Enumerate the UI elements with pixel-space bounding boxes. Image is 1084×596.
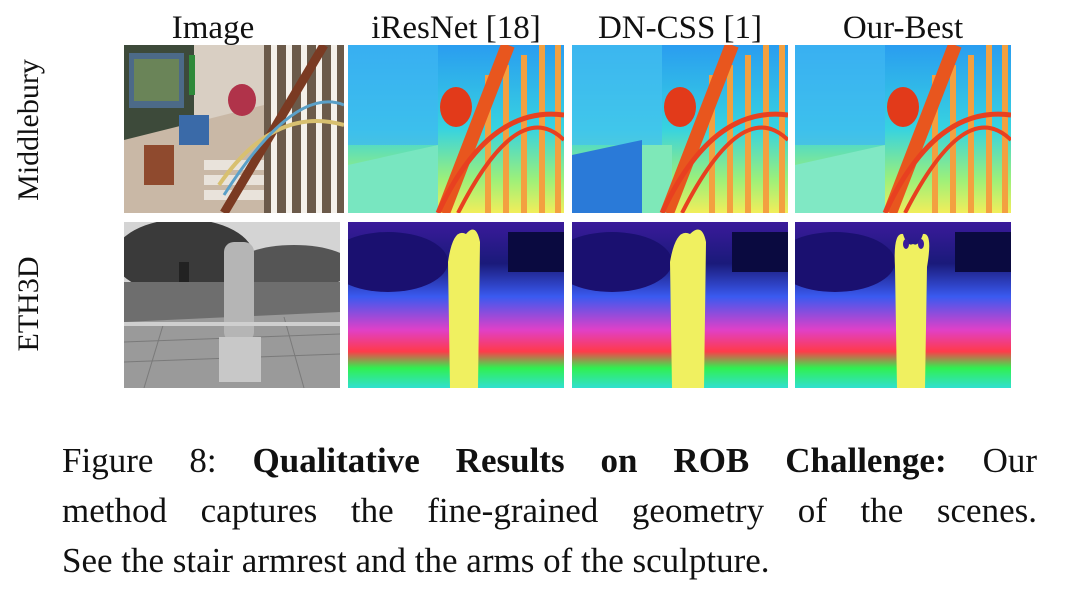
- caption-label: Figure 8:: [62, 441, 217, 480]
- eth3d-our-best-disparity: [795, 222, 1011, 388]
- column-header-our-best: Our-Best: [842, 10, 964, 46]
- column-header-dn-css: DN-CSS [1]: [597, 10, 763, 46]
- figure-caption: Figure 8: Qualitative Results on ROB Cha…: [62, 436, 1037, 586]
- eth3d-input-photo: [124, 222, 340, 388]
- row-header-middlebury: Middlebury: [12, 59, 45, 201]
- middlebury-input-photo: [124, 45, 344, 213]
- column-header-image: Image: [171, 10, 255, 46]
- caption-line-1: Figure 8: Qualitative Results on ROB Cha…: [62, 436, 1037, 486]
- eth3d-iresnet-disparity: [348, 222, 564, 388]
- caption-title: Qualitative Results on ROB Challenge:: [252, 441, 947, 480]
- eth3d-dn-css-disparity: [572, 222, 788, 388]
- middlebury-our-best-disparity: [795, 45, 1011, 213]
- caption-line-3: See the stair armrest and the arms of th…: [62, 541, 770, 580]
- middlebury-dn-css-disparity: [572, 45, 788, 213]
- middlebury-iresnet-disparity: [348, 45, 564, 213]
- caption-line-2: method captures the fine-grained geometr…: [62, 491, 1037, 530]
- caption-line1-tail: Our: [982, 441, 1038, 480]
- row-header-eth3d: ETH3D: [12, 256, 45, 352]
- column-header-iresnet: iResNet [18]: [371, 10, 541, 46]
